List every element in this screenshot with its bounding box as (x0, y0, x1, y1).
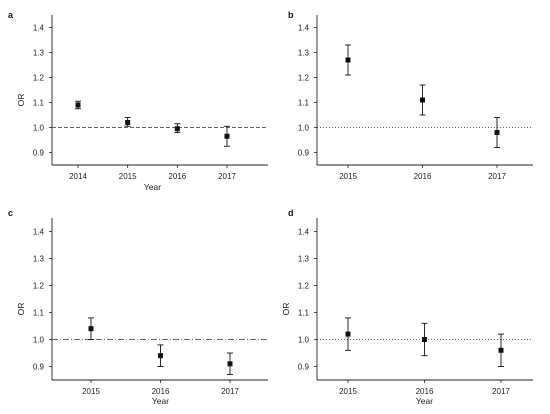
y-axis-title: OR (16, 303, 26, 316)
y-tick-label: 1.1 (298, 99, 310, 108)
y-tick-label: 1.4 (33, 228, 45, 237)
x-tick-label: 2017 (218, 172, 236, 181)
data-point (174, 126, 180, 132)
y-tick-label: 0.9 (33, 363, 45, 372)
data-point (498, 347, 504, 353)
data-point-group (498, 333, 504, 367)
data-point-group (174, 123, 181, 133)
panel-a: a 0.9 1.0 1.1 1.2 1.3 1.4 2014 2015 2016 2017 OR Yea… (8, 10, 268, 192)
x-tick-label: 2015 (339, 172, 357, 181)
y-tick-label: 1.1 (33, 99, 45, 108)
data-point (75, 102, 81, 108)
panel-b: b 0.9 1.0 1.1 1.2 1.3 1.4 2015 2016 2017 (288, 10, 533, 181)
x-tick-label: 2015 (119, 172, 137, 181)
y-tick-label: 1.0 (33, 124, 45, 133)
x-tick-label: 2017 (488, 172, 506, 181)
data-point (158, 353, 163, 359)
x-axis-title: Year (144, 182, 161, 192)
x-axis-title: Year (152, 396, 169, 406)
data-point-group (494, 117, 500, 148)
y-tick-label: 1.4 (33, 24, 45, 33)
y-tick-label: 1.3 (298, 49, 310, 58)
panel-label: b (288, 10, 294, 20)
data-point (227, 361, 233, 367)
y-tick-label: 0.9 (298, 149, 310, 158)
data-point (125, 120, 131, 125)
panel-c: c 0.9 1.0 1.1 1.2 1.3 1.4 2015 2016 2017 OR Year (8, 208, 268, 406)
y-tick-label: 1.0 (298, 124, 310, 133)
x-tick-label: 2016 (168, 172, 186, 181)
x-tick-label: 2017 (492, 387, 510, 396)
data-point-group (224, 125, 230, 147)
data-point (224, 133, 230, 139)
y-tick-label: 1.2 (298, 282, 310, 291)
y-tick-label: 1.3 (33, 49, 45, 58)
y-tick-label: 1.3 (298, 255, 310, 264)
data-point-group (157, 344, 164, 367)
y-tick-label: 1.0 (33, 336, 45, 345)
panel-label: d (288, 208, 294, 218)
y-axis-title: OR (281, 303, 291, 316)
x-tick-label: 2016 (414, 172, 432, 181)
x-tick-label: 2015 (339, 387, 357, 396)
panel-label: a (8, 10, 14, 20)
y-tick-label: 1.4 (298, 228, 310, 237)
y-tick-label: 1.3 (33, 255, 45, 264)
x-tick-label: 2017 (221, 387, 239, 396)
data-point-group (419, 84, 426, 116)
data-point-group (227, 352, 233, 376)
data-point-group (124, 117, 131, 127)
x-tick-label: 2016 (152, 387, 170, 396)
y-tick-label: 1.4 (298, 24, 310, 33)
panel-d: d 0.9 1.0 1.1 1.2 1.3 1.4 2015 2016 2017 OR Year (281, 208, 533, 406)
y-tick-label: 1.1 (298, 309, 310, 318)
y-axis-title: OR (16, 94, 26, 107)
data-point (88, 326, 94, 332)
data-point (345, 57, 351, 63)
x-tick-label: 2016 (416, 387, 434, 396)
x-tick-label: 2014 (69, 172, 87, 181)
data-point (494, 130, 500, 135)
panel-label: c (8, 208, 13, 218)
data-point (345, 331, 351, 337)
x-axis-title: Year (416, 396, 433, 406)
x-tick-label: 2015 (82, 387, 100, 396)
y-tick-label: 1.2 (33, 282, 45, 291)
y-tick-label: 0.9 (298, 363, 310, 372)
data-point (420, 97, 425, 103)
y-tick-label: 1.2 (33, 74, 45, 83)
data-point (422, 337, 427, 342)
data-point-group (421, 322, 428, 357)
y-tick-label: 0.9 (33, 149, 45, 158)
y-tick-label: 1.1 (33, 309, 45, 318)
data-point-group (88, 317, 94, 340)
y-tick-label: 1.2 (298, 74, 310, 83)
y-tick-label: 1.0 (298, 336, 310, 345)
data-point-group (75, 100, 81, 110)
data-point-group (345, 44, 351, 76)
data-point-group (345, 317, 351, 351)
